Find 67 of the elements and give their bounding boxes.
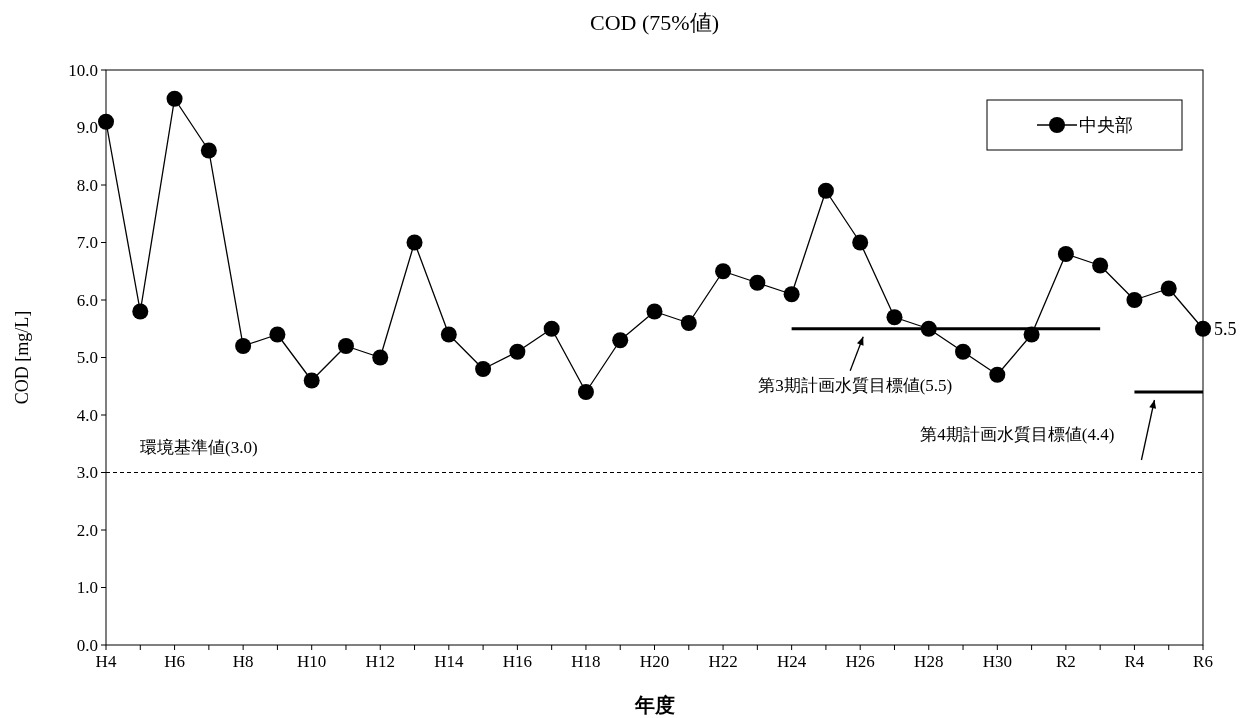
x-tick-label: H28 (914, 652, 944, 671)
y-tick-label: 8.0 (76, 175, 98, 195)
point (577, 384, 594, 400)
x-tick-label: H24 (776, 652, 807, 671)
x-tick-label: H16 (502, 652, 533, 671)
point (269, 326, 286, 343)
point (680, 315, 697, 331)
data-label: 5.5 (1214, 318, 1237, 339)
x-tick-label: H30 (982, 652, 1012, 671)
point (543, 320, 560, 337)
point (132, 303, 149, 320)
x-tick-label: H6 (164, 652, 185, 671)
y-tick-label: 9.0 (76, 118, 98, 137)
point (1195, 320, 1211, 337)
point (303, 372, 320, 389)
y-tick-label: 7.0 (76, 233, 98, 252)
point (612, 332, 629, 349)
y-tick-label: 2.0 (76, 520, 98, 540)
x-tick-label: H4 (95, 652, 117, 671)
x-tick-label: H22 (708, 652, 738, 671)
point (166, 90, 183, 107)
point (852, 234, 869, 251)
legend-label: 中央部 (1079, 114, 1133, 135)
y-tick-label: 1.0 (76, 578, 98, 597)
x-tick-label: H26 (845, 652, 875, 671)
x-tick-label: R6 (1193, 652, 1213, 671)
y-axis-title: COD [mg/L] (12, 310, 32, 405)
x-tick-label: H12 (365, 652, 395, 671)
y-tick-label: 0.0 (76, 635, 98, 655)
x-tick-label: R2 (1055, 652, 1076, 671)
point (955, 343, 972, 360)
point (817, 182, 834, 199)
annotation: 第3期計画水質目標値(5.5) (758, 375, 953, 395)
point (235, 338, 252, 354)
point (1126, 292, 1143, 308)
y-tick-label: 10.0 (68, 60, 98, 80)
chart-title: COD (75%値) (590, 10, 719, 35)
point (337, 338, 354, 354)
point (1092, 257, 1109, 274)
point (406, 234, 423, 251)
point (509, 343, 526, 360)
y-tick-label: 4.0 (76, 405, 98, 425)
x-tick-label: H20 (639, 652, 670, 671)
point (475, 361, 492, 377)
point (886, 309, 903, 326)
ref-line-label: 環境基準値(3.0) (140, 437, 258, 457)
y-tick-label: 5.0 (76, 348, 98, 367)
point (1160, 280, 1177, 297)
point (1057, 246, 1074, 262)
point (783, 286, 800, 303)
point (200, 142, 217, 159)
point (440, 326, 457, 343)
y-tick-label: 3.0 (76, 463, 98, 482)
point (749, 274, 766, 291)
x-tick-label: R4 (1124, 652, 1145, 671)
point (372, 349, 389, 366)
x-tick-label: H14 (434, 652, 464, 671)
point (646, 303, 663, 320)
annotation: 第4期計画水質目標値(4.4) (920, 425, 1115, 444)
y-tick-label: 6.0 (76, 290, 98, 310)
point (98, 113, 114, 130)
x-tick-label: H10 (297, 652, 327, 671)
x-axis-title: 年度 (633, 694, 675, 716)
x-tick-label: H8 (232, 652, 254, 671)
point (715, 263, 732, 280)
x-tick-label: H18 (571, 652, 601, 671)
point (989, 366, 1006, 383)
